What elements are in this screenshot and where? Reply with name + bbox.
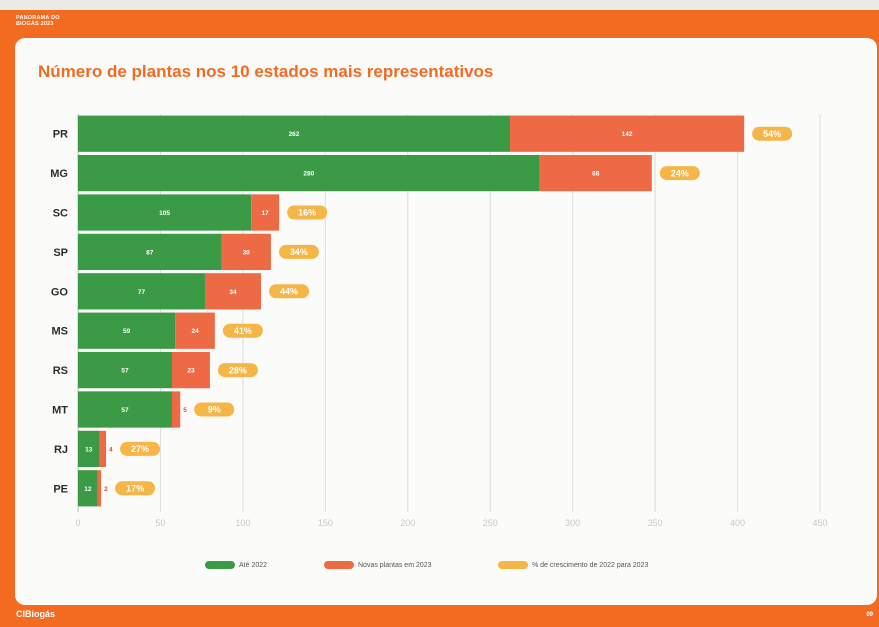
x-tick-label: 400 bbox=[730, 518, 745, 528]
bar-until-2022 bbox=[78, 430, 100, 468]
data-label: 87 bbox=[146, 249, 154, 256]
top-band bbox=[0, 0, 879, 10]
x-tick-label: 0 bbox=[75, 518, 80, 528]
bar-until-2022 bbox=[78, 391, 172, 428]
category-label: PE bbox=[53, 483, 68, 495]
data-label: 13 bbox=[85, 446, 93, 453]
category-label: MS bbox=[52, 326, 69, 338]
chart-title: Número de plantas nos 10 estados mais re… bbox=[38, 62, 494, 81]
data-label: 280 bbox=[303, 171, 314, 178]
data-label: 12 bbox=[84, 486, 92, 493]
x-tick-label: 250 bbox=[483, 518, 498, 528]
growth-pill bbox=[194, 402, 235, 417]
growth-pill bbox=[115, 481, 156, 496]
bar-new-2023 bbox=[171, 391, 181, 428]
data-label: 5 bbox=[183, 407, 187, 414]
bar-until-2022 bbox=[78, 273, 205, 310]
data-label: 142 bbox=[622, 131, 633, 138]
data-label: 17 bbox=[262, 210, 270, 217]
growth-label: 9% bbox=[208, 405, 221, 415]
growth-pill bbox=[752, 126, 793, 141]
growth-pill bbox=[269, 284, 310, 299]
data-label: 105 bbox=[159, 210, 170, 217]
growth-label: 17% bbox=[126, 484, 144, 494]
legend-swatch-yellow bbox=[498, 561, 528, 569]
data-label: 68 bbox=[592, 171, 600, 178]
growth-pill bbox=[659, 166, 700, 181]
bar-new-2023 bbox=[221, 233, 271, 271]
legend-label: % de crescimento de 2022 para 2023 bbox=[532, 561, 649, 569]
category-label: SP bbox=[53, 247, 68, 259]
x-tick-label: 450 bbox=[812, 518, 827, 528]
cibiogas-logo: CIBiogás bbox=[16, 609, 56, 619]
x-tick-label: 300 bbox=[565, 518, 580, 528]
bar-until-2022 bbox=[78, 470, 98, 507]
category-label: MG bbox=[50, 168, 68, 180]
growth-pill bbox=[278, 244, 319, 259]
x-tick-label: 200 bbox=[400, 518, 415, 528]
data-label: 59 bbox=[123, 328, 131, 335]
growth-label: 27% bbox=[131, 444, 149, 454]
data-label: 57 bbox=[121, 368, 129, 375]
bar-new-2023 bbox=[99, 430, 107, 468]
growth-label: 28% bbox=[229, 365, 247, 375]
x-tick-label: 150 bbox=[318, 518, 333, 528]
page-number: 09 bbox=[866, 612, 873, 618]
legend-label: Novas plantas em 2023 bbox=[358, 561, 432, 569]
x-tick-label: 50 bbox=[155, 518, 165, 528]
category-label: PR bbox=[53, 129, 68, 141]
category-label: RS bbox=[53, 365, 68, 377]
growth-label: 44% bbox=[280, 287, 298, 297]
bar-until-2022 bbox=[78, 115, 511, 152]
data-label: 77 bbox=[138, 289, 146, 296]
data-label: 57 bbox=[121, 407, 129, 414]
data-label: 24 bbox=[191, 328, 199, 335]
category-label: MT bbox=[52, 405, 68, 417]
data-label: 34 bbox=[229, 289, 237, 296]
bar-new-2023 bbox=[175, 312, 215, 349]
bar-until-2022 bbox=[78, 154, 540, 192]
data-label: 23 bbox=[187, 368, 195, 375]
growth-label: 34% bbox=[290, 247, 308, 257]
data-label: 262 bbox=[289, 131, 300, 138]
bar-until-2022 bbox=[78, 233, 222, 271]
bar-until-2022 bbox=[78, 312, 176, 349]
bar-new-2023 bbox=[204, 273, 262, 310]
category-label: GO bbox=[51, 286, 69, 298]
legend-item-growth: % de crescimento de 2022 para 2023 bbox=[498, 557, 648, 573]
growth-label: 54% bbox=[763, 129, 781, 139]
x-tick-label: 100 bbox=[235, 518, 250, 528]
legend-swatch-red bbox=[324, 561, 354, 569]
bar-new-2023 bbox=[539, 154, 652, 192]
bar-new-2023 bbox=[510, 115, 745, 152]
legend-swatch-green bbox=[205, 561, 235, 569]
category-label: RJ bbox=[54, 444, 68, 456]
growth-pill bbox=[120, 441, 161, 456]
growth-label: 16% bbox=[298, 208, 316, 218]
bar-new-2023 bbox=[251, 194, 280, 231]
legend-label: Até 2022 bbox=[239, 561, 268, 569]
data-label: 2 bbox=[104, 486, 108, 493]
publication-label: PANORAMA DO BIOGÁS 2023 bbox=[16, 15, 60, 27]
bar-until-2022 bbox=[78, 194, 252, 231]
legend-item-new-2023: Novas plantas em 2023 bbox=[324, 557, 432, 573]
growth-pill bbox=[222, 323, 263, 338]
bar-until-2022 bbox=[78, 351, 172, 389]
data-label: 30 bbox=[243, 249, 251, 256]
bar-new-2023 bbox=[171, 351, 210, 389]
growth-label: 24% bbox=[671, 168, 689, 178]
growth-pill bbox=[217, 363, 258, 378]
category-label: SC bbox=[53, 208, 68, 220]
growth-label: 41% bbox=[234, 326, 252, 336]
bar-new-2023 bbox=[97, 470, 102, 507]
x-tick-label: 350 bbox=[648, 518, 663, 528]
legend-item-until-2022: Até 2022 bbox=[205, 557, 267, 573]
growth-pill bbox=[287, 205, 328, 220]
data-label: 4 bbox=[109, 446, 113, 453]
